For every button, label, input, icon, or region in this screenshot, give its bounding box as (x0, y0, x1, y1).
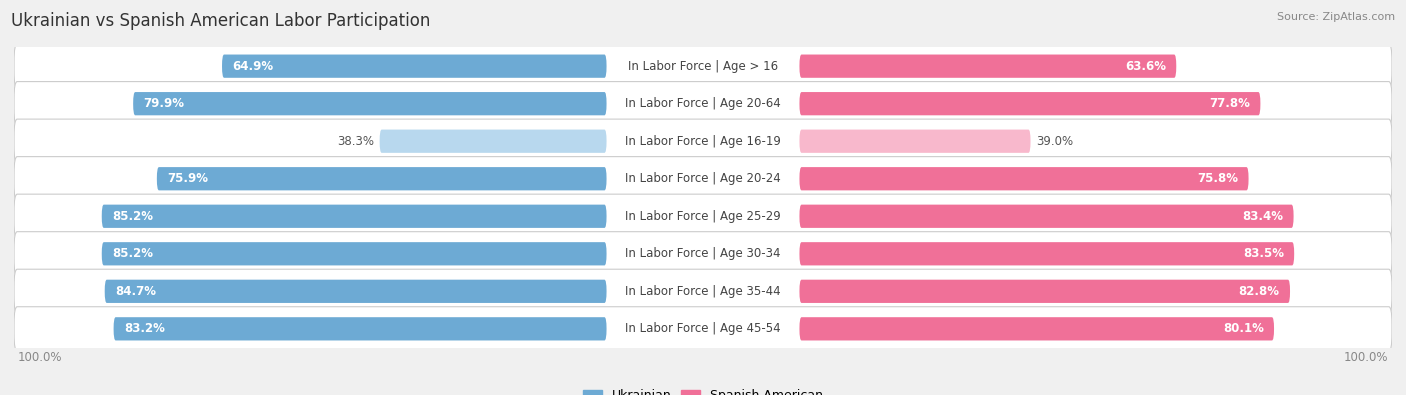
Text: 75.8%: 75.8% (1198, 172, 1239, 185)
FancyBboxPatch shape (800, 92, 1260, 115)
Text: 85.2%: 85.2% (112, 210, 153, 223)
FancyBboxPatch shape (800, 130, 1031, 153)
FancyBboxPatch shape (800, 242, 1294, 265)
Text: 39.0%: 39.0% (1036, 135, 1073, 148)
Text: 83.2%: 83.2% (124, 322, 165, 335)
Text: 83.4%: 83.4% (1243, 210, 1284, 223)
FancyBboxPatch shape (380, 130, 606, 153)
Text: 79.9%: 79.9% (143, 97, 184, 110)
FancyBboxPatch shape (134, 92, 606, 115)
Text: 38.3%: 38.3% (337, 135, 374, 148)
Text: In Labor Force | Age > 16: In Labor Force | Age > 16 (628, 60, 778, 73)
Text: In Labor Force | Age 16-19: In Labor Force | Age 16-19 (626, 135, 780, 148)
Text: 100.0%: 100.0% (1344, 351, 1389, 364)
Text: 82.8%: 82.8% (1239, 285, 1279, 298)
FancyBboxPatch shape (14, 194, 1392, 238)
FancyBboxPatch shape (14, 307, 1392, 351)
Text: In Labor Force | Age 35-44: In Labor Force | Age 35-44 (626, 285, 780, 298)
FancyBboxPatch shape (14, 232, 1392, 276)
FancyBboxPatch shape (101, 242, 606, 265)
Text: In Labor Force | Age 30-34: In Labor Force | Age 30-34 (626, 247, 780, 260)
FancyBboxPatch shape (800, 55, 1177, 78)
Text: In Labor Force | Age 20-24: In Labor Force | Age 20-24 (626, 172, 780, 185)
FancyBboxPatch shape (114, 317, 606, 340)
Text: 77.8%: 77.8% (1209, 97, 1250, 110)
Text: 75.9%: 75.9% (167, 172, 208, 185)
Text: In Labor Force | Age 25-29: In Labor Force | Age 25-29 (626, 210, 780, 223)
Text: 84.7%: 84.7% (115, 285, 156, 298)
Text: 80.1%: 80.1% (1223, 322, 1264, 335)
Text: 85.2%: 85.2% (112, 247, 153, 260)
FancyBboxPatch shape (800, 167, 1249, 190)
Text: In Labor Force | Age 20-64: In Labor Force | Age 20-64 (626, 97, 780, 110)
FancyBboxPatch shape (14, 269, 1392, 313)
Legend: Ukrainian, Spanish American: Ukrainian, Spanish American (578, 384, 828, 395)
FancyBboxPatch shape (14, 82, 1392, 126)
Text: Ukrainian vs Spanish American Labor Participation: Ukrainian vs Spanish American Labor Part… (11, 12, 430, 30)
FancyBboxPatch shape (101, 205, 606, 228)
FancyBboxPatch shape (800, 205, 1294, 228)
Text: 63.6%: 63.6% (1125, 60, 1166, 73)
FancyBboxPatch shape (14, 44, 1392, 88)
FancyBboxPatch shape (800, 317, 1274, 340)
FancyBboxPatch shape (14, 119, 1392, 163)
FancyBboxPatch shape (104, 280, 606, 303)
FancyBboxPatch shape (222, 55, 606, 78)
Text: Source: ZipAtlas.com: Source: ZipAtlas.com (1277, 12, 1395, 22)
FancyBboxPatch shape (800, 280, 1291, 303)
Text: 100.0%: 100.0% (17, 351, 62, 364)
Text: In Labor Force | Age 45-54: In Labor Force | Age 45-54 (626, 322, 780, 335)
FancyBboxPatch shape (14, 157, 1392, 201)
Text: 83.5%: 83.5% (1243, 247, 1284, 260)
Text: 64.9%: 64.9% (232, 60, 274, 73)
FancyBboxPatch shape (157, 167, 606, 190)
